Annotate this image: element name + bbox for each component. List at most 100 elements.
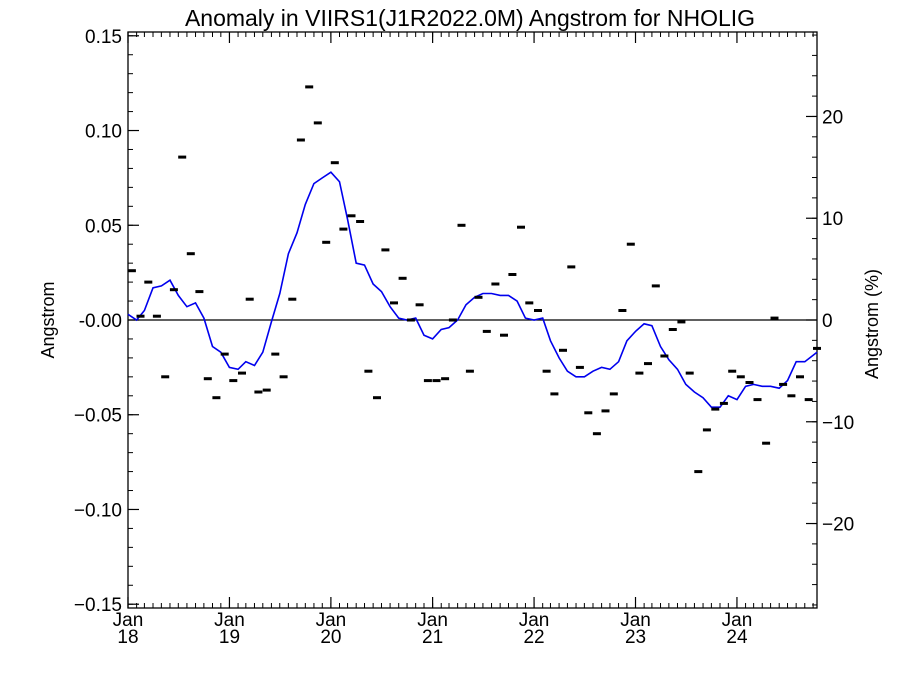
monthly-point	[711, 407, 720, 411]
monthly-point	[465, 369, 474, 373]
monthly-point	[271, 352, 280, 356]
monthly-point	[220, 352, 229, 356]
monthly-point	[770, 316, 779, 320]
monthly-point	[356, 220, 365, 223]
monthly-point	[517, 225, 525, 229]
x-tick-label-year: 22	[523, 627, 544, 648]
monthly-point	[448, 318, 457, 322]
monthly-point	[152, 314, 161, 318]
monthly-point	[136, 314, 145, 318]
y2-axis-label: Angstrom (%)	[862, 269, 882, 379]
x-tick-label-year: 18	[117, 627, 138, 648]
monthly-point	[186, 252, 195, 256]
monthly-point	[736, 375, 745, 379]
monthly-point	[245, 297, 254, 301]
monthly-point	[762, 441, 771, 445]
x-tick-label-year: 23	[625, 627, 646, 648]
y-axis-label: Angstrom	[38, 281, 58, 358]
monthly-point	[161, 375, 170, 379]
monthly-point	[203, 377, 212, 381]
monthly-point	[474, 295, 483, 299]
monthly-point	[195, 290, 204, 294]
y2-tick-label: −10	[822, 413, 854, 434]
monthly-point	[339, 227, 348, 231]
monthly-point	[178, 155, 187, 159]
monthly-point	[601, 409, 610, 413]
monthly-point	[567, 265, 576, 269]
x-tick-label-year: 24	[726, 627, 748, 648]
monthly-point	[373, 396, 381, 400]
y-tick-label: −0.15	[74, 595, 122, 616]
monthly-point	[406, 318, 415, 322]
monthly-point	[813, 346, 821, 350]
monthly-point	[423, 379, 432, 383]
y-tick-label: 0.15	[85, 27, 122, 48]
monthly-point	[169, 288, 178, 292]
y-tick-label: 0.10	[85, 122, 122, 143]
monthly-point	[500, 333, 508, 337]
monthly-point	[796, 375, 804, 379]
x-tick-label-year: 21	[422, 627, 443, 648]
monthly-point	[144, 280, 153, 284]
monthly-point	[635, 371, 644, 375]
monthly-point	[787, 394, 796, 398]
x-tick-label-month: Jan	[722, 610, 753, 631]
monthly-point	[559, 348, 567, 352]
monthly-point	[745, 381, 754, 384]
monthly-point	[364, 369, 373, 373]
monthly-point	[584, 411, 593, 415]
monthly-point	[626, 242, 635, 246]
x-tick-label-year: 20	[320, 627, 341, 648]
monthly-point	[644, 362, 652, 366]
monthly-point	[694, 470, 703, 474]
monthly-point	[254, 390, 263, 394]
monthly-point	[491, 282, 500, 286]
y-tick-label: -0.00	[79, 311, 122, 332]
monthly-point	[719, 401, 728, 405]
monthly-point	[313, 121, 322, 125]
monthly-point	[398, 276, 407, 280]
monthly-point	[728, 369, 737, 373]
x-tick-label-month: Jan	[417, 610, 448, 631]
monthly-point	[390, 301, 398, 305]
monthly-point	[753, 398, 762, 402]
monthly-point	[457, 223, 466, 227]
monthly-point	[660, 354, 669, 358]
monthly-point	[288, 297, 297, 301]
monthly-point	[508, 273, 517, 276]
monthly-point	[685, 371, 694, 375]
monthly-point	[542, 369, 551, 373]
y2-tick-label: 0	[822, 311, 833, 332]
x-tick-label-year: 19	[219, 627, 240, 648]
monthly-point	[550, 392, 559, 396]
x-tick-label-month: Jan	[214, 610, 245, 631]
monthly-point	[441, 377, 450, 381]
monthly-point	[618, 309, 627, 312]
monthly-point	[415, 303, 424, 307]
monthly-point	[347, 214, 356, 218]
monthly-point	[779, 382, 788, 386]
smoothed-series-line	[127, 171, 818, 408]
y2-tick-label: 20	[822, 107, 843, 128]
x-tick-label-month: Jan	[620, 610, 651, 631]
chart-title: Anomaly in VIIRS1(J1R2022.0M) Angstrom f…	[185, 5, 755, 31]
monthly-point	[296, 138, 305, 142]
monthly-point	[279, 375, 288, 379]
y2-tick-label: −20	[822, 515, 854, 536]
monthly-point	[677, 320, 686, 324]
monthly-point	[668, 328, 677, 331]
monthly-point	[609, 392, 618, 396]
monthly-point	[651, 284, 660, 288]
monthly-point	[575, 365, 584, 369]
monthly-point	[262, 388, 271, 392]
monthly-point	[592, 432, 601, 436]
y2-tick-label: 10	[822, 209, 843, 230]
x-tick-label-month: Jan	[113, 610, 144, 631]
monthly-point	[702, 428, 711, 432]
monthly-point	[229, 379, 238, 383]
monthly-point	[525, 301, 534, 305]
monthly-point	[212, 396, 221, 400]
monthly-point	[534, 309, 542, 312]
y-tick-label: −0.10	[74, 500, 122, 521]
